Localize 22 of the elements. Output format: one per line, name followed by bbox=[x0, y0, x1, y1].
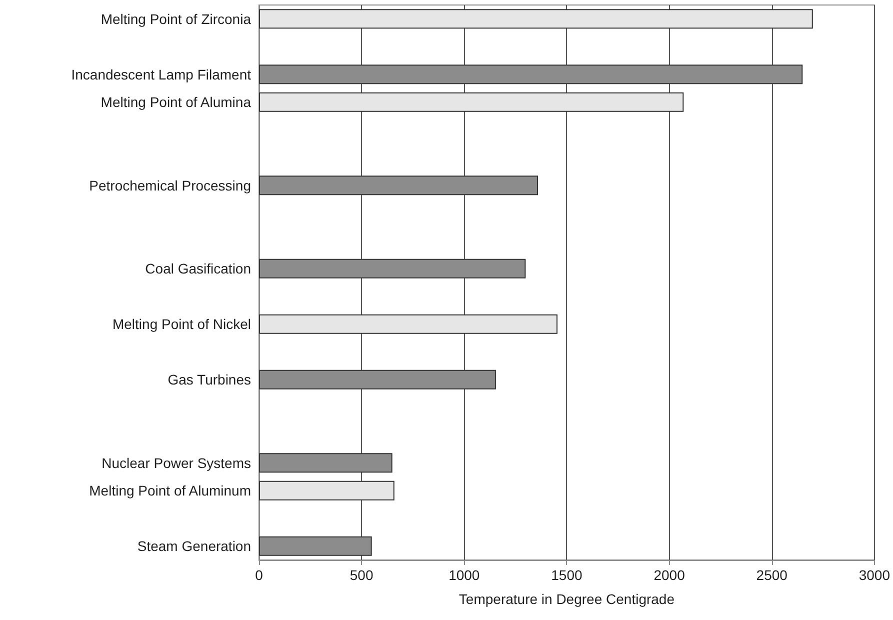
y-tick-label: Incandescent Lamp Filament bbox=[71, 66, 252, 82]
bar bbox=[259, 480, 394, 500]
x-tick-label: 0 bbox=[255, 567, 264, 583]
y-tick-label: Melting Point of Aluminum bbox=[89, 482, 251, 499]
y-tick-label: Steam Generation bbox=[137, 538, 251, 554]
bar bbox=[259, 314, 558, 334]
x-tick-label: 2500 bbox=[756, 567, 788, 583]
y-tick-label: Coal Gasification bbox=[145, 260, 251, 277]
y-tick-label: Gas Turbines bbox=[168, 372, 251, 388]
x-axis-title: Temperature in Degree Centigrade bbox=[458, 591, 675, 607]
x-tick-label: 2000 bbox=[654, 567, 686, 583]
y-tick-label: Melting Point of Nickel bbox=[112, 316, 251, 332]
x-tick-label: 1000 bbox=[448, 567, 480, 583]
x-tick-label: 500 bbox=[350, 567, 374, 583]
y-tick-label: Petrochemical Processing bbox=[89, 177, 251, 194]
y-tick-label: Melting Point of Alumina bbox=[100, 94, 252, 110]
y-tick-label: Melting Point of Zirconia bbox=[100, 10, 252, 27]
y-tick-label: Nuclear Power Systems bbox=[102, 454, 251, 471]
x-tick-label: 3000 bbox=[858, 567, 890, 583]
bar bbox=[259, 92, 684, 112]
x-tick-label: 1500 bbox=[551, 567, 582, 583]
bar bbox=[259, 9, 813, 29]
